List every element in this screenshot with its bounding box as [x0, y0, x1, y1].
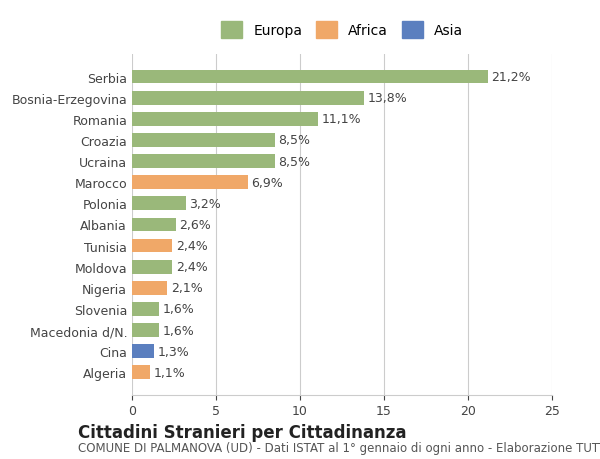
Text: 21,2%: 21,2%: [491, 71, 531, 84]
Bar: [132, 134, 275, 147]
Text: 1,3%: 1,3%: [157, 345, 189, 358]
Bar: [132, 112, 319, 126]
Text: Cittadini Stranieri per Cittadinanza: Cittadini Stranieri per Cittadinanza: [78, 423, 407, 441]
Bar: [132, 345, 154, 358]
Text: 6,9%: 6,9%: [251, 176, 283, 189]
Text: 1,6%: 1,6%: [162, 324, 194, 337]
Bar: [132, 92, 364, 105]
Text: 1,1%: 1,1%: [154, 366, 185, 379]
Bar: [132, 366, 151, 379]
Bar: [132, 260, 172, 274]
Bar: [132, 218, 176, 232]
Text: 13,8%: 13,8%: [367, 92, 407, 105]
Bar: [132, 239, 172, 253]
Text: 1,6%: 1,6%: [162, 303, 194, 316]
Bar: [132, 176, 248, 190]
Bar: [132, 302, 159, 316]
Text: 11,1%: 11,1%: [322, 113, 361, 126]
Text: COMUNE DI PALMANOVA (UD) - Dati ISTAT al 1° gennaio di ogni anno - Elaborazione : COMUNE DI PALMANOVA (UD) - Dati ISTAT al…: [78, 442, 600, 454]
Text: 2,6%: 2,6%: [179, 218, 211, 231]
Legend: Europa, Africa, Asia: Europa, Africa, Asia: [217, 18, 467, 43]
Bar: [132, 281, 167, 295]
Text: 3,2%: 3,2%: [189, 197, 221, 210]
Text: 2,4%: 2,4%: [176, 240, 208, 252]
Text: 2,1%: 2,1%: [170, 282, 202, 295]
Bar: [132, 197, 186, 211]
Bar: [132, 71, 488, 84]
Bar: [132, 324, 159, 337]
Bar: [132, 155, 275, 168]
Text: 8,5%: 8,5%: [278, 134, 310, 147]
Text: 2,4%: 2,4%: [176, 261, 208, 274]
Text: 8,5%: 8,5%: [278, 155, 310, 168]
